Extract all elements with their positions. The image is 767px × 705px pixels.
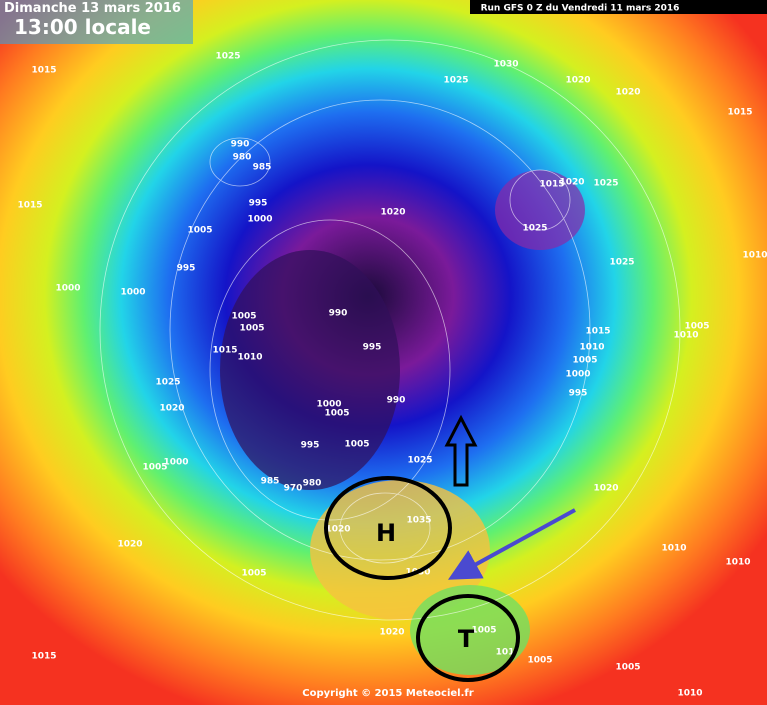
isobar-label: 1005 [187,226,212,236]
isobar-label: 1025 [215,52,240,62]
header-box [0,0,193,44]
isobar-label: 1010 [579,343,604,353]
isobar-label: 1025 [155,378,180,388]
isobar-label: 1020 [565,76,590,86]
isobar-label: 1020 [379,628,404,638]
isobar-label: 1005 [684,322,709,332]
run-info: Run GFS 0 Z du Vendredi 11 mars 2016 [481,4,680,14]
isobar-label: 1005 [241,569,266,579]
isobar-label: 1020 [117,540,142,550]
time: 13:00 locale [14,15,151,39]
isobar-label: 990 [329,309,348,319]
isobar-label: 995 [363,343,382,353]
high-circle [324,476,452,580]
isobar-label: 1015 [31,66,56,76]
high-marker: H [376,519,396,547]
isobar-label: 1015 [17,201,42,211]
isobar-label: 1000 [247,215,272,225]
isobar-label: 1000 [55,284,80,294]
isobar-label: 1005 [471,626,496,636]
isobar-label: 995 [301,441,320,451]
isobar-label: 1025 [609,258,634,268]
isobar-label: 1030 [493,60,518,70]
isobar-label: 990 [387,396,406,406]
isobar-label: 1005 [142,463,167,473]
isobar-label: 101 [496,648,515,658]
isobar-label: 1025 [522,224,547,234]
deep-low [220,250,400,490]
isobar-label: 1025 [593,179,618,189]
isobar-label: 1010 [725,558,750,568]
isobar-label: 1020 [615,88,640,98]
high-area [310,480,490,620]
isobar-label: 980 [233,153,252,163]
isobar-label: 1015 [31,652,56,662]
north-arrow [444,414,478,487]
run-box [470,0,767,14]
isobar-label: 1025 [407,456,432,466]
low-circle [416,594,520,682]
isobar-label: 1025 [443,76,468,86]
isobar-label: 1020 [593,484,618,494]
isobar-label: 1005 [344,440,369,450]
isobar-label: 1000 [565,370,590,380]
isobar-label: 1020 [325,525,350,535]
isobar-label: 1000 [120,288,145,298]
low-area [495,170,585,250]
isobar-label: 1015 [727,108,752,118]
isobar-label: 1005 [239,324,264,334]
low-marker: T [458,625,475,653]
isobar-label: 1035 [406,516,431,526]
isobar-label: 1010 [677,689,702,699]
isobar-label: 1005 [324,409,349,419]
isobar-label: 1005 [572,356,597,366]
isobar-label: 995 [249,199,268,209]
isobar-label: 1005 [527,656,552,666]
isobar-label: 1000 [163,458,188,468]
isobar-label: 1005 [231,312,256,322]
isobar-label: 1015 [539,180,564,190]
copyright: Copyright © 2015 Meteociel.fr [302,688,473,699]
isobar-label: 970 [284,484,303,494]
isobar-label: 1015 [585,327,610,337]
isobar-label: 1000 [316,400,341,410]
isobar-label: 995 [177,264,196,274]
isobar-label: 980 [303,479,322,489]
isobar-label: 995 [569,389,588,399]
isobar-label: 1010 [661,544,686,554]
isobar-label: 990 [231,140,250,150]
isobar-label: 1005 [615,663,640,673]
isobar-label: 1015 [212,346,237,356]
flow-arrow [447,508,576,580]
isobar-label: 1010 [742,251,767,261]
isobar-label: 985 [253,163,272,173]
isobar-label: 1020 [559,178,584,188]
isobars [99,39,681,621]
isobar-label: 1010 [237,353,262,363]
isobar-label: 1020 [380,208,405,218]
isobar-label: 1010 [673,331,698,341]
date: Dimanche 13 mars 2016 [4,1,181,16]
isobar-label: 985 [261,477,280,487]
isobar-label: 1020 [159,404,184,414]
